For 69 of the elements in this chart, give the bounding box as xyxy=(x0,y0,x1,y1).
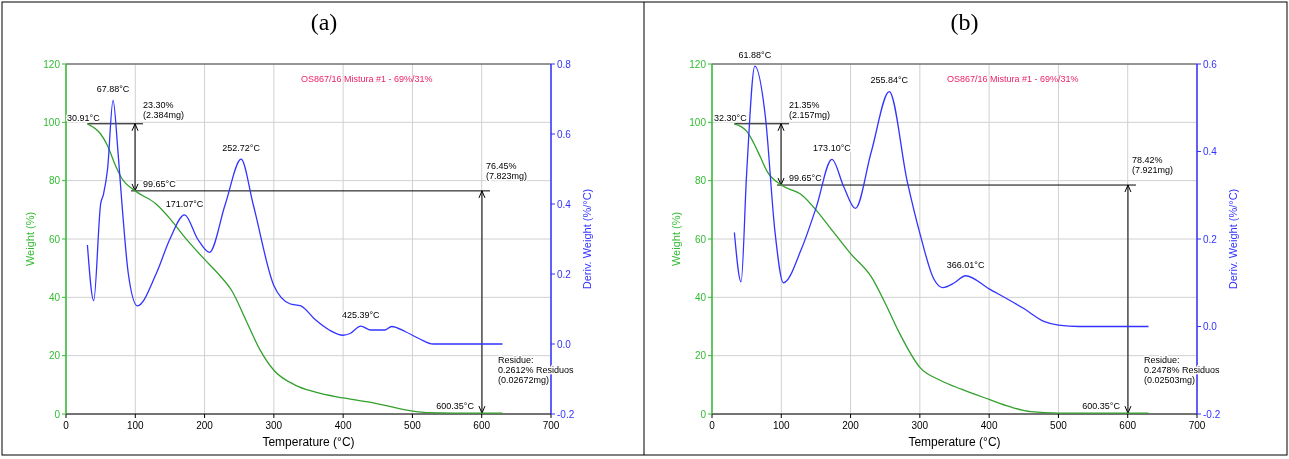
x-tick-label: 700 xyxy=(1188,420,1206,431)
annotation: 78.42% (7.921mg) xyxy=(1131,155,1173,176)
annotation: 173.10°C xyxy=(813,143,852,154)
y-tick-label: 120 xyxy=(43,58,61,70)
y-axis-title: Weight (%) xyxy=(670,211,682,267)
x-tick-label: 500 xyxy=(404,420,422,431)
y2-axis-title: Deriv. Weight (%/°C) xyxy=(1227,188,1239,290)
annotation: 76.45% (7.823mg) xyxy=(485,160,527,181)
x-tick-label: 400 xyxy=(980,420,998,431)
y-tick-label: 100 xyxy=(689,116,707,128)
x-tick-label: 100 xyxy=(772,420,791,431)
x-axis-title: Temperature (°C) xyxy=(908,435,1001,449)
x-tick-label: 500 xyxy=(1050,420,1068,431)
x-axis-title: Temperature (°C) xyxy=(262,435,355,449)
y2-tick-label: 0.8 xyxy=(557,58,572,70)
annotation: 600.35°C xyxy=(436,401,475,412)
annotation: 252.72°C xyxy=(222,143,261,154)
x-tick-label: 400 xyxy=(334,420,352,431)
y-tick-label: 40 xyxy=(694,291,707,303)
annotation: 171.07°C xyxy=(165,198,204,209)
y-tick-label: 40 xyxy=(48,291,61,303)
y-tick-label: 60 xyxy=(48,233,61,245)
y2-tick-label: 0.2 xyxy=(557,268,572,280)
y2-tick-label: 0.4 xyxy=(1203,146,1218,157)
y-tick-label: 80 xyxy=(48,175,61,187)
annotation: 23.30% (2.384mg) xyxy=(143,99,185,120)
x-tick-label: 100 xyxy=(126,420,145,431)
x-tick-label: 700 xyxy=(542,420,560,431)
y-tick-label: 120 xyxy=(689,58,707,70)
x-tick-label: 300 xyxy=(265,420,283,431)
annotation: 32.30°C xyxy=(714,112,748,123)
x-tick-label: 0 xyxy=(63,420,70,431)
annotation: 425.39°C xyxy=(341,310,381,321)
y-tick-label: 0 xyxy=(54,408,61,420)
y2-tick-label: -0.2 xyxy=(557,408,575,420)
annotation: 99.65°C xyxy=(143,178,177,189)
y-tick-label: 60 xyxy=(694,233,707,245)
y-tick-label: 20 xyxy=(48,350,61,362)
annotation: 99.65°C xyxy=(789,173,823,184)
y2-tick-label: 0.2 xyxy=(1203,233,1218,245)
annotation: 21.35% (2.157mg) xyxy=(789,99,831,120)
x-tick-label: 600 xyxy=(473,420,491,431)
y-tick-label: 80 xyxy=(694,175,707,187)
y-tick-label: 0 xyxy=(700,408,707,420)
y2-tick-label: 0.4 xyxy=(557,198,572,210)
annotation: 30.91°C xyxy=(67,112,101,123)
text: OS867/16 Mistura #1 - 69%/31% xyxy=(300,74,433,84)
y-tick-label: 20 xyxy=(694,350,707,362)
y-axis-title: Weight (%) xyxy=(24,211,36,267)
annotation: 61.88°C xyxy=(738,50,772,61)
x-tick-label: 200 xyxy=(842,420,860,431)
annotation: 366.01°C xyxy=(946,259,985,270)
y2-tick-label: 0.0 xyxy=(557,338,572,350)
y2-tick-label: 0.0 xyxy=(1203,321,1218,332)
y2-axis-title: Deriv. Weight (%/°C) xyxy=(581,188,593,290)
y-tick-label: 100 xyxy=(43,116,61,128)
y2-tick-label: 0.6 xyxy=(1203,58,1218,70)
y2-tick-label: -0.2 xyxy=(1203,408,1221,420)
x-tick-label: 300 xyxy=(911,420,929,431)
x-tick-label: 0 xyxy=(709,420,716,431)
chart-title: (a) xyxy=(310,9,338,35)
annotation: 600.35°C xyxy=(1082,401,1121,412)
annotation: 67.88°C xyxy=(96,84,130,95)
annotation: 255.84°C xyxy=(870,75,909,86)
x-tick-label: 600 xyxy=(1119,420,1137,431)
text: OS867/16 Mistura #1 - 69%/31% xyxy=(946,74,1079,84)
x-tick-label: 200 xyxy=(196,420,214,431)
chart-title: (b) xyxy=(950,9,979,35)
y2-tick-label: 0.6 xyxy=(557,128,572,140)
